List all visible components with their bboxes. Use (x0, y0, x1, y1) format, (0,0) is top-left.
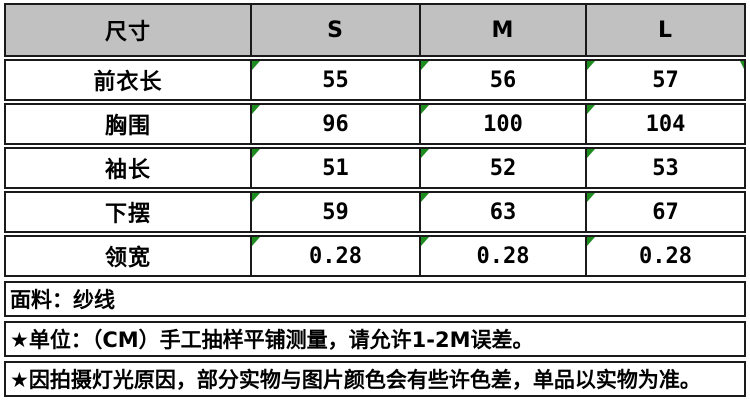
value-cell: 56 (419, 61, 585, 99)
cell-value: 56 (489, 67, 517, 93)
cell-value: 0.28 (476, 243, 530, 269)
table-header-row: 尺寸 S M L (4, 3, 746, 57)
row-label: 袖长 (104, 158, 151, 183)
excel-flag-icon (587, 237, 595, 246)
row-label: 胸围 (104, 114, 151, 139)
excel-flag-icon (421, 61, 429, 70)
cell-value: 51 (322, 155, 349, 181)
excel-flag-icon (421, 237, 429, 246)
table-row-collar-width: 领宽 0.28 0.28 0.28 (4, 235, 746, 277)
cell-value: 0.28 (639, 243, 692, 269)
excel-flag-icon (587, 105, 595, 114)
value-cell: 96 (250, 105, 419, 143)
cell-value: 0.28 (309, 243, 362, 269)
row-label: 前衣长 (93, 70, 163, 95)
table-row-hem: 下摆 59 63 67 (4, 191, 746, 233)
excel-flag-icon (587, 193, 595, 202)
value-cell: 67 (585, 193, 744, 231)
note-color-difference: ★因拍摄灯光原因，部分实物与图片颜色会有些许色差，单品以实物为准。 (4, 361, 746, 397)
cell-value: 67 (652, 199, 679, 225)
excel-flag-icon (252, 105, 260, 114)
cell-value: 96 (322, 111, 349, 137)
cell-value: 59 (322, 199, 349, 225)
note-fabric: 面料：纱线 (4, 281, 746, 317)
excel-flag-icon (252, 193, 260, 202)
cell-value: 53 (652, 155, 679, 181)
value-cell: 0.28 (250, 237, 419, 275)
cell-value: 63 (489, 199, 517, 225)
excel-flag-icon (421, 149, 429, 158)
cell-value: 100 (483, 111, 523, 137)
excel-flag-icon (252, 149, 260, 158)
table-row-sleeve-length: 袖长 51 52 53 (4, 147, 746, 189)
value-cell: 104 (585, 105, 744, 143)
row-label: 下摆 (104, 202, 151, 227)
value-cell: 52 (419, 149, 585, 187)
value-cell: 0.28 (419, 237, 585, 275)
note-measurement-unit: ★单位：（CM）手工抽样平铺测量，请允许1-2M误差。 (4, 321, 746, 357)
table-row-chest: 胸围 96 100 104 (4, 103, 746, 145)
excel-flag-clipped-icon (740, 61, 744, 69)
cell-value: 55 (322, 67, 349, 93)
header-cell-size-s: S (250, 5, 419, 55)
value-cell: 100 (419, 105, 585, 143)
cell-value: 52 (489, 155, 517, 181)
excel-flag-icon (587, 61, 595, 70)
size-chart-table: 尺寸 S M L 前衣长 55 56 57 胸围 96 100 104 袖长 5… (4, 3, 746, 397)
value-cell: 51 (250, 149, 419, 187)
header-cell-size-label: 尺寸 (104, 20, 151, 45)
cell-value: 104 (645, 111, 686, 137)
excel-flag-icon (252, 237, 260, 246)
excel-flag-icon (421, 105, 429, 114)
table-row-front-length: 前衣长 55 56 57 (4, 59, 746, 101)
header-cell-size-m: M (419, 5, 585, 55)
value-cell: 57 (585, 61, 744, 99)
excel-flag-icon (421, 193, 429, 202)
value-cell: 63 (419, 193, 585, 231)
value-cell: 53 (585, 149, 744, 187)
cell-value: 57 (652, 67, 679, 93)
value-cell: 55 (250, 61, 419, 99)
excel-flag-icon (252, 61, 260, 70)
value-cell: 59 (250, 193, 419, 231)
excel-flag-icon (587, 149, 595, 158)
header-cell-size-l: L (585, 5, 744, 55)
row-label: 领宽 (104, 246, 151, 271)
value-cell: 0.28 (585, 237, 744, 275)
